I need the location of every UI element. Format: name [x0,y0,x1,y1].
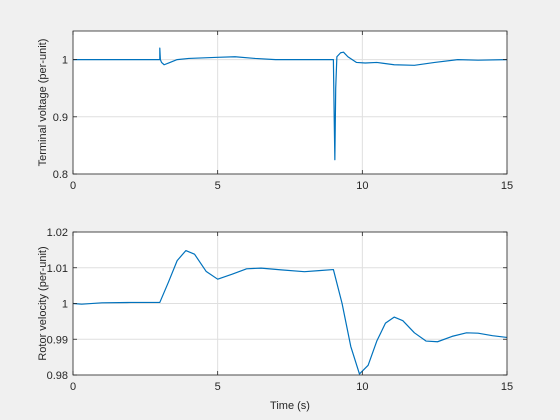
y-axis-label: Rotor velocity (per-unit) [37,246,49,360]
y-tick-label: 0.99 [47,334,68,346]
plot-area [73,31,507,174]
y-tick-label: 0.8 [53,169,68,181]
x-tick-label: 15 [501,381,513,393]
x-tick-label: 0 [70,180,76,192]
axes-box [72,30,508,175]
x-tick-label: 5 [215,180,221,192]
y-tick-label: 1 [62,55,68,67]
y-tick-label: 1.01 [47,263,68,275]
y-tick-label: 0.98 [47,370,68,382]
x-tick-label: 10 [356,180,368,192]
series-line [73,47,508,161]
y-tick-label: 1 [62,299,68,311]
x-tick-label: 15 [501,180,513,192]
x-tick-label: 0 [70,381,76,393]
y-axis-label: Terminal voltage (per-unit) [37,39,49,167]
chart-2: 0 5 10 15 0.98 0.99 1 1.01 1.02 Rotor velocity (p… [37,227,513,412]
chart-1: 0 5 10 15 0.8 0.9 1 Terminal voltage (per-unit) [37,30,513,192]
y-tick-label: 1.02 [47,227,68,239]
y-tick-label: 0.9 [53,112,68,124]
x-axis-label: Time (s) [270,400,310,412]
x-tick-label: 10 [356,381,368,393]
x-tick-label: 5 [215,381,221,393]
series-line [72,249,508,375]
